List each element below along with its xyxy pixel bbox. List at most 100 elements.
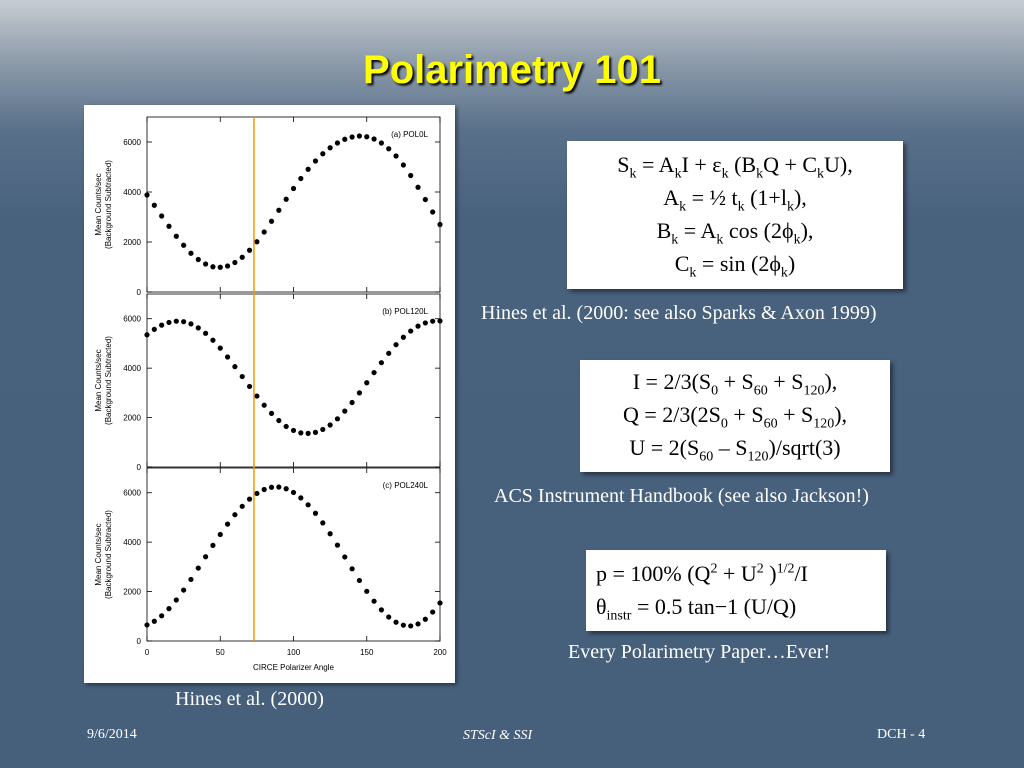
- data-point: [159, 322, 165, 328]
- data-point: [159, 213, 165, 219]
- data-point: [400, 162, 406, 168]
- data-point: [393, 153, 399, 159]
- data-point: [290, 489, 297, 496]
- data-point: [181, 319, 187, 325]
- data-point: [283, 486, 289, 492]
- data-point: [276, 207, 282, 213]
- data-point: [195, 256, 201, 263]
- y-axis-label: (Background Subtracted): [104, 336, 113, 425]
- data-point: [437, 600, 443, 606]
- y-axis-label: Mean Counts/sec: [94, 349, 103, 411]
- data-point: [188, 321, 194, 327]
- polarization-caption: Every Polarimetry Paper…Ever!: [568, 641, 831, 663]
- data-point: [181, 587, 187, 593]
- data-point: [408, 623, 414, 629]
- data-point: [276, 417, 282, 424]
- y-axis-label: Mean Counts/sec: [94, 523, 103, 585]
- data-point: [268, 410, 275, 416]
- data-point: [203, 554, 209, 560]
- data-point: [408, 328, 414, 334]
- data-point: [422, 320, 428, 326]
- data-point: [224, 354, 231, 360]
- data-point: [283, 423, 289, 430]
- iqu-caption: ACS Instrument Handbook (see also Jackso…: [494, 485, 869, 507]
- data-point: [386, 614, 392, 620]
- data-point: [144, 622, 150, 628]
- data-point: [312, 429, 319, 435]
- y-tick-label: 4000: [123, 188, 141, 197]
- figure-caption: Hines et al. (2000): [175, 688, 324, 710]
- y-tick-label: 6000: [123, 489, 141, 498]
- y-tick-label: 0: [137, 637, 142, 646]
- y-tick-label: 0: [137, 463, 142, 472]
- data-point: [320, 426, 326, 433]
- data-point: [422, 196, 428, 203]
- data-point: [195, 565, 201, 571]
- data-point: [342, 408, 348, 414]
- data-point: [364, 134, 370, 140]
- x-tick-label: 50: [216, 648, 225, 657]
- data-point: [356, 133, 363, 139]
- data-point: [217, 264, 223, 270]
- data-point: [327, 145, 333, 151]
- data-point: [298, 175, 304, 182]
- data-point: [173, 597, 179, 603]
- slide-title: Polarimetry 101: [363, 48, 661, 92]
- data-point: [305, 166, 311, 172]
- y-tick-label: 0: [137, 288, 142, 297]
- data-point: [305, 502, 311, 508]
- data-point: [151, 202, 157, 208]
- data-point: [356, 577, 363, 584]
- data-point: [393, 619, 399, 625]
- data-point: [408, 172, 414, 179]
- data-point: [422, 616, 428, 622]
- data-point: [298, 430, 304, 436]
- data-point: [210, 337, 216, 343]
- data-point: [224, 263, 231, 269]
- data-point: [210, 264, 216, 270]
- data-point: [254, 239, 260, 245]
- data-point: [144, 192, 150, 198]
- data-point: [415, 621, 421, 627]
- data-point: [254, 393, 260, 399]
- footer-center: STScI & SSI: [463, 728, 533, 743]
- data-point: [312, 510, 319, 516]
- panel-label: (c) POL240L: [383, 481, 429, 490]
- polarization-equation-box: p = 100% (Q2 + U2 )1/2/I θinstr = 0.5 ta…: [586, 550, 886, 631]
- y-tick-label: 6000: [123, 315, 141, 324]
- data-point: [254, 490, 260, 497]
- data-point: [320, 151, 326, 157]
- data-point: [217, 531, 223, 538]
- x-tick-label: 200: [433, 648, 447, 657]
- y-axis-label: (Background Subtracted): [104, 510, 113, 599]
- data-point: [312, 158, 319, 164]
- y-tick-label: 4000: [123, 538, 141, 547]
- panel-label: (a) POL0L: [391, 130, 428, 139]
- data-point: [195, 325, 201, 331]
- data-point: [334, 140, 341, 146]
- data-point: [327, 531, 333, 537]
- data-point: [400, 334, 406, 340]
- data-point: [371, 369, 377, 376]
- data-point: [224, 521, 231, 527]
- data-point: [393, 342, 399, 348]
- data-point: [415, 323, 421, 329]
- data-point: [334, 542, 341, 548]
- data-point: [239, 373, 245, 380]
- data-point: [159, 613, 165, 619]
- stokes-caption: Hines et al. (2000: see also Sparks & Ax…: [481, 302, 877, 324]
- data-point: [356, 390, 363, 396]
- y-axis-label: Mean Counts/sec: [94, 173, 103, 235]
- data-point: [320, 520, 326, 526]
- y-tick-label: 2000: [123, 588, 141, 597]
- panel-frame: [146, 116, 441, 293]
- data-point: [371, 136, 377, 142]
- y-tick-label: 6000: [123, 138, 141, 147]
- data-point: [173, 233, 179, 239]
- data-point: [173, 318, 179, 324]
- y-tick-label: 2000: [123, 414, 141, 423]
- data-point: [232, 512, 238, 518]
- data-point: [378, 360, 384, 366]
- data-point: [232, 259, 238, 266]
- data-point: [246, 247, 253, 253]
